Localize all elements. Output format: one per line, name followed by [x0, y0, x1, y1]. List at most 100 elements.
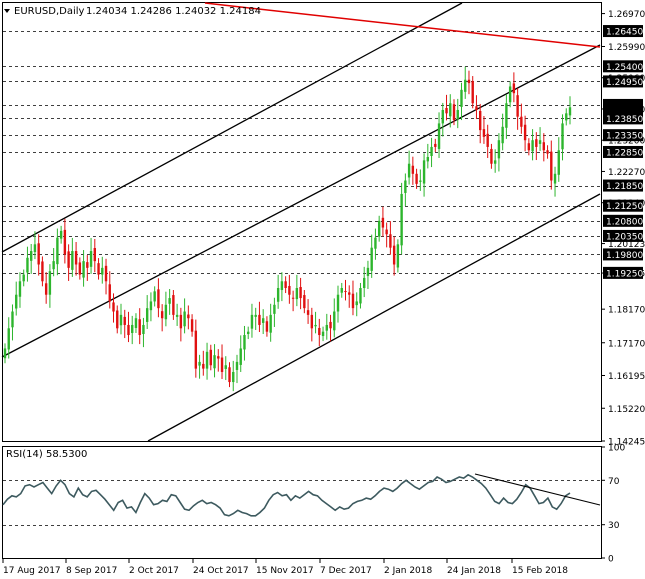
time-tick-label: 2 Jan 2018	[384, 566, 432, 576]
candle-body	[71, 251, 74, 270]
time-tick-label: 7 Dec 2017	[320, 566, 372, 576]
candle-body	[18, 281, 22, 297]
candle-body	[258, 314, 261, 325]
candle-body	[108, 284, 111, 302]
price-tick-label: 1.18170	[608, 306, 645, 316]
candle-body	[407, 163, 411, 178]
candle-body	[164, 304, 168, 320]
candle-body	[340, 288, 343, 293]
candle-body	[329, 321, 332, 329]
price-tick-label: 1.17170	[608, 339, 645, 349]
candle-body	[478, 110, 482, 131]
candle-body	[273, 304, 276, 314]
candle-body	[381, 217, 385, 228]
level-tag-label: 1.24950	[606, 78, 643, 88]
candle-body	[344, 291, 347, 293]
candle-body	[172, 295, 175, 315]
candle-body	[497, 140, 501, 159]
candle-body	[553, 173, 557, 184]
time-tick-label: 24 Jan 2018	[447, 566, 501, 576]
candle-body	[565, 113, 568, 121]
current-price-tag	[603, 101, 643, 114]
candle-body	[310, 314, 314, 329]
time-axis: 17 Aug 2017 8 Sep 2017 2 Oct 2017 24 Oct 20…	[2, 559, 568, 576]
candle-body	[209, 349, 212, 366]
candle-body	[389, 234, 392, 248]
candle-body	[348, 292, 351, 295]
candle-body	[568, 107, 572, 116]
candle-body	[486, 133, 489, 147]
candle-body	[377, 220, 381, 237]
candle-body	[561, 123, 564, 150]
candle-body	[168, 298, 171, 304]
candle-body	[516, 95, 519, 117]
level-tag-box	[603, 229, 643, 242]
rsi-axis: 100 70 30 0	[601, 444, 625, 565]
price-tick-label: 1.20123	[608, 240, 645, 250]
channel-middle-line	[1, 44, 601, 358]
candle-body	[535, 139, 538, 147]
candle-body	[74, 251, 78, 265]
resistance-trendline-red	[204, 2, 601, 48]
candle-body	[520, 116, 523, 127]
candle-body	[471, 81, 474, 104]
candle-body	[306, 310, 310, 315]
candle-body	[505, 103, 508, 128]
candle-body	[392, 245, 396, 265]
candle-body	[123, 316, 126, 325]
candle-body	[355, 301, 358, 306]
candle-body	[202, 363, 205, 369]
candle-body	[404, 180, 407, 193]
candle-body	[550, 151, 553, 181]
candle-body	[101, 267, 104, 275]
rsi-tick-label: 30	[608, 521, 620, 531]
price-tick-label: 1.15220	[608, 405, 645, 415]
candle-body	[104, 265, 108, 282]
candle-body	[291, 297, 295, 299]
candle-body	[366, 267, 370, 276]
level-tag-label: 1.20800	[606, 217, 643, 227]
candle-body	[213, 355, 216, 369]
price-tick-label: 1.26970	[608, 10, 645, 20]
candle-body	[29, 251, 33, 261]
price-level-lines	[3, 31, 601, 274]
candle-body	[400, 193, 403, 246]
candle-body	[336, 294, 340, 312]
candle-body	[501, 126, 504, 144]
level-tag-label: 1.19800	[606, 251, 643, 261]
candle-body	[385, 229, 388, 235]
candle-body	[314, 324, 317, 327]
candle-body	[175, 314, 179, 317]
candle-body	[452, 104, 456, 121]
candle-body	[89, 251, 93, 267]
time-tick-label: 2 Oct 2017	[129, 566, 179, 576]
candle-body	[187, 314, 190, 319]
candle-body	[153, 291, 156, 302]
candle-body	[235, 361, 239, 370]
candle-body	[131, 324, 134, 334]
level-tag-box	[603, 145, 643, 158]
candle-body	[265, 321, 269, 332]
candle-body	[351, 293, 355, 309]
candle-body	[396, 244, 400, 268]
candle-body	[44, 283, 48, 295]
candle-body	[374, 237, 377, 249]
candle-body	[78, 262, 82, 275]
candle-body	[190, 319, 194, 332]
candle-body	[359, 288, 362, 304]
candle-body	[22, 274, 25, 282]
candle-body	[493, 160, 497, 164]
candle-body	[288, 285, 291, 295]
candle-body	[247, 331, 250, 335]
rsi-tick-label: 100	[608, 444, 625, 454]
candle-body	[527, 143, 531, 151]
candle-body	[449, 103, 452, 117]
candle-body	[26, 257, 29, 273]
time-tick-label: 8 Sep 2017	[66, 566, 117, 576]
level-tag-label: 1.23850	[606, 115, 643, 125]
candle-body	[112, 302, 115, 312]
candles	[3, 66, 572, 392]
candle-body	[464, 79, 467, 92]
price-tick-label: 1.23200	[608, 137, 645, 147]
